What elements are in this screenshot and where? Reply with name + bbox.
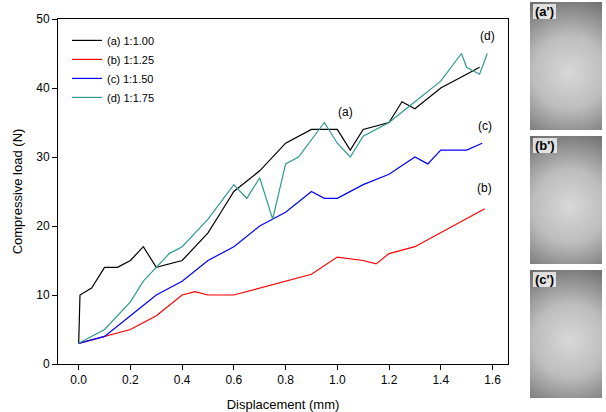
svg-text:0.2: 0.2 — [122, 373, 139, 387]
svg-text:0.6: 0.6 — [226, 373, 243, 387]
svg-text:(c): (c) — [478, 119, 492, 133]
html-text:(c'): (c') — [535, 272, 554, 287]
html-text:(b'): (b') — [535, 138, 555, 153]
svg-text:(d): (d) — [480, 29, 495, 43]
svg-text:Displacement (mm): Displacement (mm) — [227, 397, 340, 412]
svg-text:10: 10 — [36, 288, 50, 302]
svg-text:1.2: 1.2 — [381, 373, 398, 387]
svg-text:20: 20 — [36, 219, 50, 233]
svg-text:0.4: 0.4 — [174, 373, 191, 387]
svg-text:1.0: 1.0 — [329, 373, 346, 387]
svg-text:(b): (b) — [477, 181, 492, 195]
svg-text:Compressive load (N): Compressive load (N) — [10, 129, 25, 255]
svg-text:40: 40 — [36, 81, 50, 95]
svg-text:(a): (a) — [338, 105, 353, 119]
svg-text:50: 50 — [36, 12, 50, 26]
svg-text:30: 30 — [36, 150, 50, 164]
svg-text:0.0: 0.0 — [70, 373, 87, 387]
svg-text:(b) 1:1.25: (b) 1:1.25 — [107, 54, 154, 66]
svg-text:1.4: 1.4 — [432, 373, 449, 387]
html-text:(a'): (a') — [535, 4, 554, 19]
svg-text:1.6: 1.6 — [484, 373, 501, 387]
svg-text:(d) 1:1.75: (d) 1:1.75 — [107, 92, 154, 104]
svg-text:(a) 1:1.00: (a) 1:1.00 — [107, 35, 154, 47]
svg-text:0: 0 — [43, 357, 50, 371]
svg-text:(c) 1:1.50: (c) 1:1.50 — [107, 73, 153, 85]
svg-text:0.8: 0.8 — [277, 373, 294, 387]
